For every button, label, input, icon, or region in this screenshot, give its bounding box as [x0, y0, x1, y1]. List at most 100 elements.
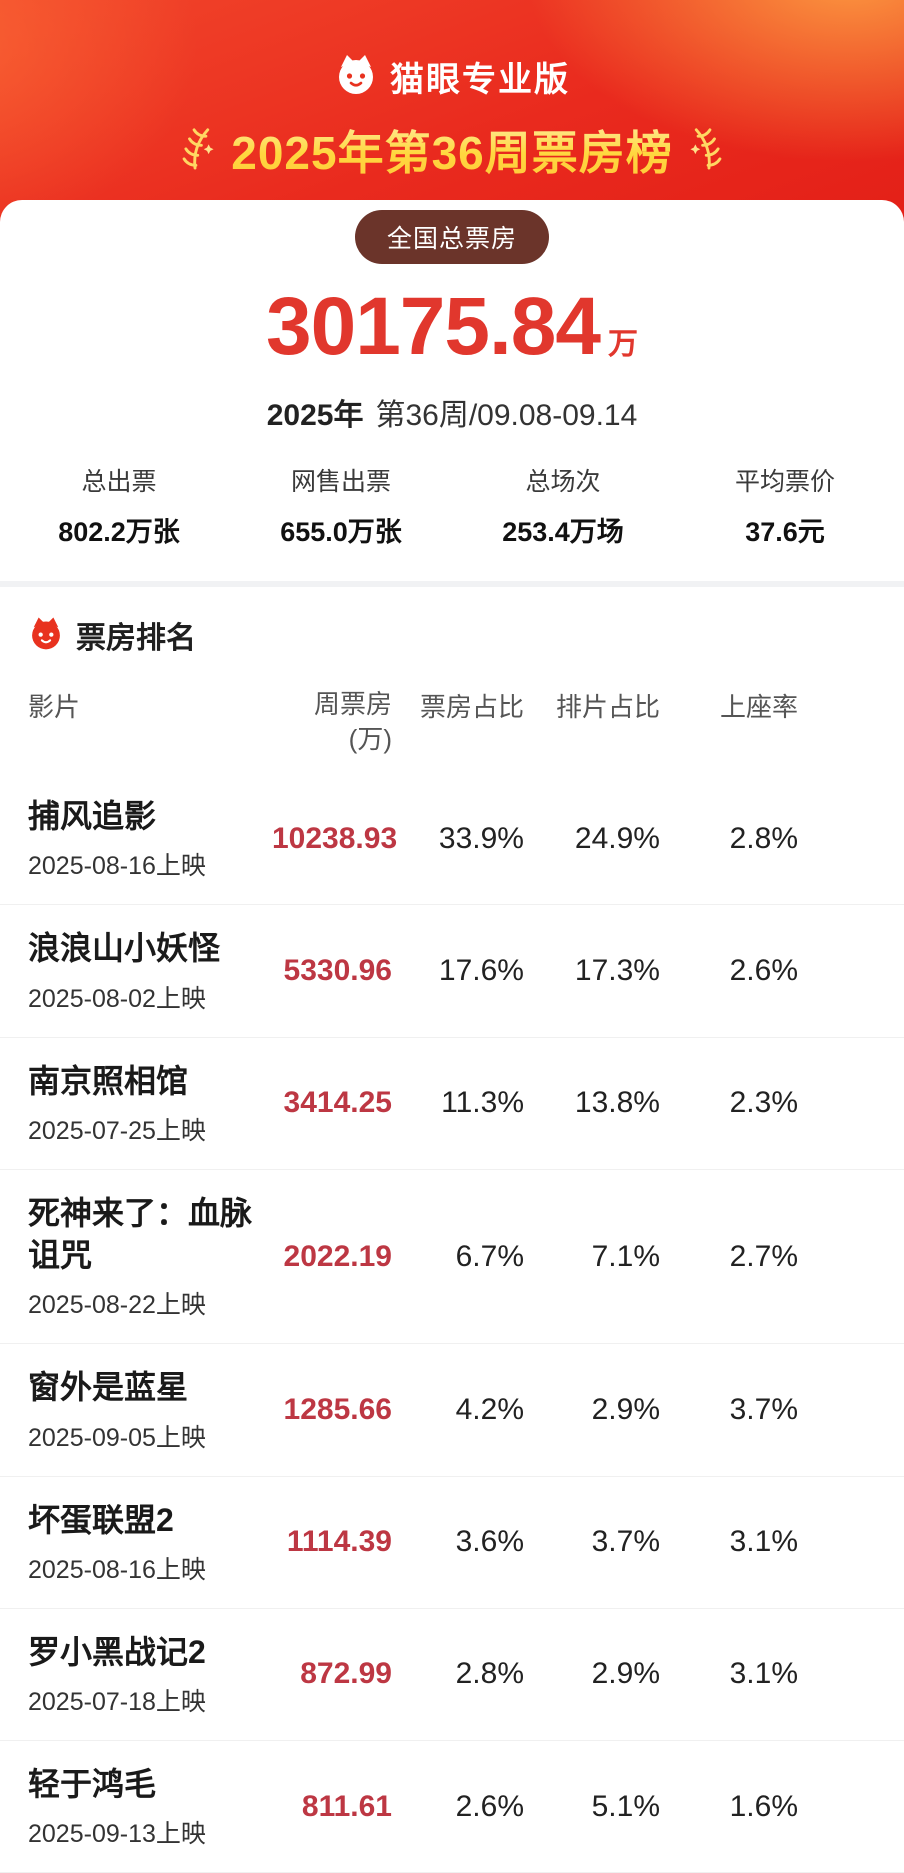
movie-row[interactable]: 轻于鸿毛 2025-09-13上映 811.61 2.6% 5.1% 1.6%	[0, 1741, 904, 1873]
week-box-office-value: 2022.19	[283, 1239, 392, 1273]
movie-info: 浪浪山小妖怪 2025-08-02上映	[28, 927, 272, 1014]
movie-row[interactable]: 南京照相馆 2025-07-25上映 3414.25 11.3% 13.8% 2…	[0, 1038, 904, 1170]
laurel-right-icon	[689, 122, 729, 179]
movie-release-date: 2025-09-13上映	[28, 1820, 206, 1849]
movie-row[interactable]: 坏蛋联盟2 2025-08-16上映 1114.39 3.6% 3.7% 3.1…	[0, 1477, 904, 1609]
date-year: 2025年	[266, 399, 364, 432]
stat-value: 253.4万场	[502, 517, 624, 547]
stat-label: 平均票价	[734, 468, 835, 496]
movie-info: 窗外是蓝星 2025-09-05上映	[28, 1366, 272, 1453]
movie-info: 捕风追影 2025-08-16上映	[28, 795, 272, 882]
box-office-share-value: 33.9%	[438, 821, 524, 855]
movie-title: 罗小黑战记2	[28, 1633, 206, 1670]
box-office-share-value: 2.6%	[455, 1789, 524, 1823]
movie-info: 轻于鸿毛 2025-09-13上映	[28, 1763, 272, 1850]
box-office-share-value: 2.8%	[455, 1657, 524, 1691]
screening-share-value: 2.9%	[591, 1392, 660, 1426]
column-header-screening-share: 排片占比	[555, 692, 660, 722]
week-box-office-value: 1285.66	[283, 1392, 392, 1426]
section-divider	[0, 581, 904, 587]
column-header-movie: 影片	[28, 692, 81, 722]
stat-value: 37.6元	[745, 517, 825, 547]
column-header-week-box-office: 周票房 (万)	[272, 687, 392, 757]
stat-total-screenings: 总场次 253.4万场	[452, 462, 674, 549]
movie-info: 罗小黑战记2 2025-07-18上映	[28, 1631, 272, 1718]
movie-release-date: 2025-08-16上映	[28, 1555, 206, 1584]
movie-row[interactable]: 窗外是蓝星 2025-09-05上映 1285.66 4.2% 2.9% 3.7…	[0, 1344, 904, 1477]
stat-total-tickets: 总出票 802.2万张	[8, 462, 230, 549]
stat-label: 总场次	[525, 468, 601, 496]
attendance-rate-value: 2.3%	[729, 1086, 798, 1120]
date-period: 第36周/09.08-09.14	[375, 399, 638, 432]
column-header-week-box-office-unit: (万)	[348, 724, 392, 755]
stat-average-price: 平均票价 37.6元	[674, 462, 896, 549]
column-header-week-box-office-label: 周票房	[313, 689, 392, 719]
date-range: 2025年 第36周/09.08-09.14	[0, 390, 904, 434]
movie-title: 轻于鸿毛	[28, 1766, 157, 1803]
movie-title: 捕风追影	[28, 798, 157, 835]
total-box-office-value: 30175.84	[265, 281, 601, 372]
movie-release-date: 2025-08-16上映	[28, 852, 206, 881]
movie-title: 南京照相馆	[28, 1062, 189, 1099]
ranking-section-title: 票房排名	[76, 622, 196, 655]
box-office-share-value: 11.3%	[441, 1086, 524, 1120]
movie-release-date: 2025-07-18上映	[28, 1688, 206, 1717]
attendance-rate-value: 3.1%	[729, 1525, 798, 1559]
movie-release-date: 2025-09-05上映	[28, 1423, 206, 1452]
summary-stats: 总出票 802.2万张 网售出票 655.0万张 总场次 253.4万场 平均票…	[0, 462, 904, 581]
attendance-rate-value: 3.1%	[729, 1657, 798, 1691]
national-box-office-badge: 全国总票房	[354, 210, 549, 264]
maoyan-logo-icon	[334, 52, 378, 101]
summary-card: 全国总票房 30175.84 万 2025年 第36周/09.08-09.14 总出…	[0, 200, 904, 581]
stat-value: 655.0万张	[280, 517, 402, 547]
movie-row[interactable]: 浪浪山小妖怪 2025-08-02上映 5330.96 17.6% 17.3% …	[0, 905, 904, 1038]
brand: 猫眼专业版	[0, 52, 904, 101]
maoyan-pro-weekly-box-office-page: { "header": { "brand": "猫眼专业版", "title":…	[0, 52, 904, 1873]
ranking-cat-icon	[28, 615, 64, 656]
box-office-share-value: 17.6%	[438, 954, 524, 988]
movie-list: 捕风追影 2025-08-16上映 10238.93 33.9% 24.9% 2…	[0, 773, 904, 1873]
movie-info: 坏蛋联盟2 2025-08-16上映	[28, 1499, 272, 1586]
movie-title: 窗外是蓝星	[28, 1369, 189, 1406]
week-box-office-value: 10238.93	[272, 821, 398, 855]
movie-release-date: 2025-08-02上映	[28, 984, 206, 1013]
stat-online-tickets: 网售出票 655.0万张	[230, 462, 452, 549]
column-header-attendance: 上座率	[719, 692, 798, 722]
stat-label: 网售出票	[290, 468, 391, 496]
movie-release-date: 2025-07-25上映	[28, 1116, 206, 1145]
movie-title: 死神来了：血脉诅咒	[28, 1194, 253, 1274]
attendance-rate-value: 3.7%	[729, 1392, 798, 1426]
stat-value: 802.2万张	[58, 517, 180, 547]
movie-row[interactable]: 捕风追影 2025-08-16上映 10238.93 33.9% 24.9% 2…	[0, 773, 904, 906]
box-office-share-value: 6.7%	[455, 1239, 524, 1273]
total-box-office-unit: 万	[608, 328, 638, 361]
page-title: 2025年第36周票房榜	[231, 117, 673, 183]
screening-share-value: 24.9%	[574, 821, 660, 855]
brand-name: 猫眼专业版	[390, 61, 570, 99]
screening-share-value: 5.1%	[591, 1789, 660, 1823]
table-header: 影片 周票房 (万) 票房占比 排片占比 上座率	[0, 673, 904, 773]
movie-release-date: 2025-08-22上映	[28, 1291, 206, 1320]
movie-row[interactable]: 死神来了：血脉诅咒 2025-08-22上映 2022.19 6.7% 7.1%…	[0, 1170, 904, 1345]
box-office-share-value: 4.2%	[455, 1392, 524, 1426]
movie-info: 南京照相馆 2025-07-25上映	[28, 1060, 272, 1147]
week-box-office-value: 811.61	[301, 1789, 392, 1823]
hero-title-row: 2025年第36周票房榜	[0, 117, 904, 183]
total-box-office: 30175.84 万	[0, 280, 904, 374]
screening-share-value: 3.7%	[591, 1525, 660, 1559]
movie-title: 浪浪山小妖怪	[28, 930, 221, 967]
attendance-rate-value: 1.6%	[729, 1789, 798, 1823]
screening-share-value: 17.3%	[574, 954, 660, 988]
week-box-office-value: 5330.96	[283, 954, 392, 988]
week-box-office-value: 872.99	[300, 1657, 392, 1691]
ranking-header: 票房排名	[0, 587, 904, 673]
movie-row[interactable]: 罗小黑战记2 2025-07-18上映 872.99 2.8% 2.9% 3.1…	[0, 1609, 904, 1742]
attendance-rate-value: 2.7%	[729, 1239, 798, 1273]
attendance-rate-value: 2.8%	[729, 821, 798, 855]
screening-share-value: 13.8%	[574, 1086, 660, 1120]
laurel-left-icon	[175, 122, 215, 179]
screening-share-value: 2.9%	[591, 1657, 660, 1691]
stat-label: 总出票	[81, 468, 157, 496]
movie-info: 死神来了：血脉诅咒 2025-08-22上映	[28, 1192, 272, 1321]
column-header-box-share: 票房占比	[419, 692, 524, 722]
